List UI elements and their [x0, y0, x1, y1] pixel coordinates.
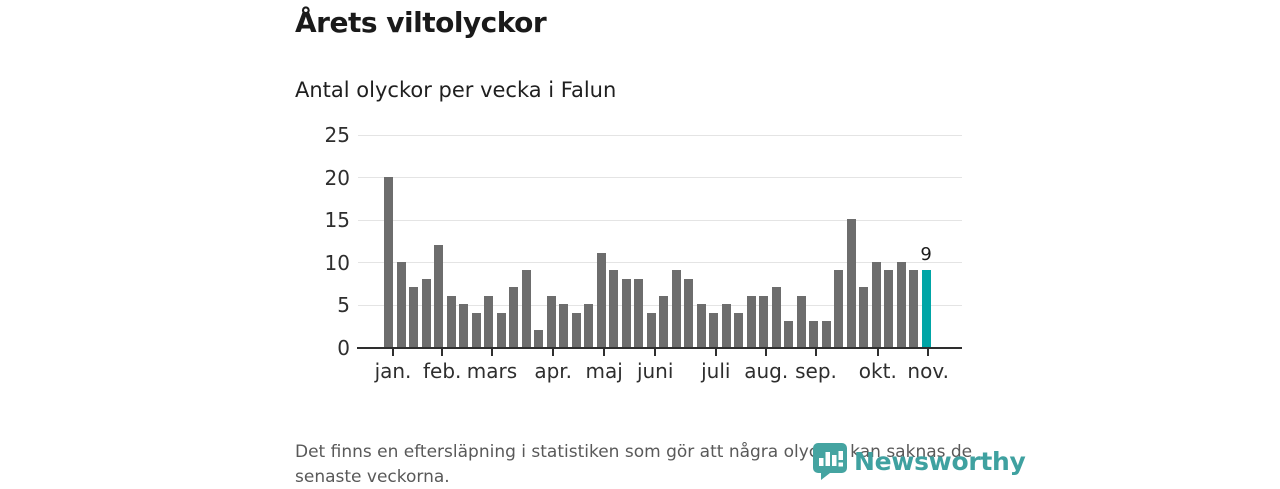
bar-week-26 [696, 304, 706, 347]
gridline-y-25 [358, 134, 962, 136]
y-axis-label-25: 25 [324, 123, 350, 147]
bar-week-11 [509, 287, 519, 347]
x-tick-sep [815, 349, 817, 356]
bar-week-27 [709, 312, 719, 347]
bar-week-4 [421, 278, 431, 347]
bar-week-5 [434, 244, 444, 347]
bar-week-31 [759, 295, 769, 347]
bar-week-8 [471, 312, 481, 347]
bar-week-42 [896, 261, 906, 347]
x-axis-label-nov: nov. [907, 359, 949, 383]
bar-week-37 [834, 270, 844, 347]
bar-week-36 [821, 321, 831, 347]
gridline-y-20 [358, 177, 962, 179]
newsworthy-pin-chart-icon [813, 443, 847, 480]
last-bar-value-label: 9 [920, 244, 932, 266]
bar-week-32 [771, 287, 781, 347]
y-axis-label-5: 5 [337, 293, 350, 318]
bar-week-25 [684, 278, 694, 347]
x-tick-mars [491, 349, 493, 356]
bar-week-12 [521, 270, 531, 347]
bar-week-43 [909, 270, 919, 347]
x-axis-label-jan: jan. [374, 359, 412, 383]
x-axis-label-sep: sep. [795, 359, 837, 383]
bar-week-17 [584, 304, 594, 347]
bar-week-40 [871, 261, 881, 347]
bar-week-30 [746, 295, 756, 347]
bar-week-7 [459, 304, 469, 347]
x-tick-feb [441, 349, 444, 356]
x-axis-label-aug: aug. [744, 359, 789, 383]
y-axis-label-20: 20 [324, 165, 350, 190]
newsworthy-logo-text: Newsworthy [854, 447, 1026, 476]
bar-week-35 [809, 321, 819, 347]
x-tick-maj [603, 349, 606, 356]
bar-week-39 [859, 287, 869, 347]
bar-week-21 [634, 278, 644, 347]
bar-week-18 [596, 253, 606, 347]
bar-week-16 [571, 312, 581, 347]
bar-week-20 [621, 278, 631, 347]
y-axis-label-0: 0 [337, 336, 350, 360]
x-axis-label-mars: mars [466, 359, 518, 383]
x-tick-juli [714, 349, 717, 356]
y-axis-label-10: 10 [324, 250, 350, 275]
x-axis-label-maj: maj [585, 359, 623, 383]
bar-week-34 [796, 295, 806, 347]
x-axis-label-feb: feb. [422, 359, 462, 383]
x-tick-jan [392, 349, 394, 356]
x-tick-apr [552, 349, 555, 356]
x-axis-label-juni: juni [636, 359, 674, 383]
bar-week-23 [659, 295, 669, 347]
bar-week-current-highlight [921, 270, 931, 347]
x-tick-juni [654, 349, 657, 356]
page-subtitle: Antal olyckor per vecka i Falun [295, 78, 617, 102]
x-axis-label-juli: juli [701, 359, 731, 383]
bar-week-14 [546, 295, 556, 347]
bar-week-10 [496, 312, 506, 347]
bar-week-13 [534, 329, 544, 347]
gridline-y-10 [358, 262, 962, 264]
x-axis-label-okt: okt. [858, 359, 897, 383]
x-tick-aug [765, 349, 768, 356]
x-tick-nov [927, 349, 930, 356]
gridline-y-15 [358, 219, 962, 221]
bar-week-9 [484, 295, 494, 347]
bar-week-28 [721, 304, 731, 347]
bar-week-15 [559, 304, 569, 347]
bar-week-29 [734, 312, 744, 347]
bar-week-38 [846, 219, 856, 347]
bar-week-41 [884, 270, 894, 347]
x-axis-line [357, 347, 962, 349]
bar-week-1 [384, 176, 394, 347]
bar-chart-plot-area: 0 5 10 15 20 25 9 jan. feb. mars apr. maj juni juli au… [325, 123, 962, 383]
bar-week-2 [396, 261, 406, 347]
bar-week-6 [446, 295, 456, 347]
x-tick-okt [876, 349, 879, 356]
bar-week-22 [646, 312, 656, 347]
bar-week-24 [671, 270, 681, 347]
newsworthy-logo: Newsworthy [813, 443, 1026, 480]
bar-week-19 [609, 270, 619, 347]
page-title: Årets viltolyckor [295, 6, 547, 39]
x-axis-label-apr: apr. [534, 359, 573, 383]
bar-week-33 [784, 321, 794, 347]
y-axis-label-15: 15 [324, 208, 350, 233]
bar-week-3 [409, 287, 419, 347]
